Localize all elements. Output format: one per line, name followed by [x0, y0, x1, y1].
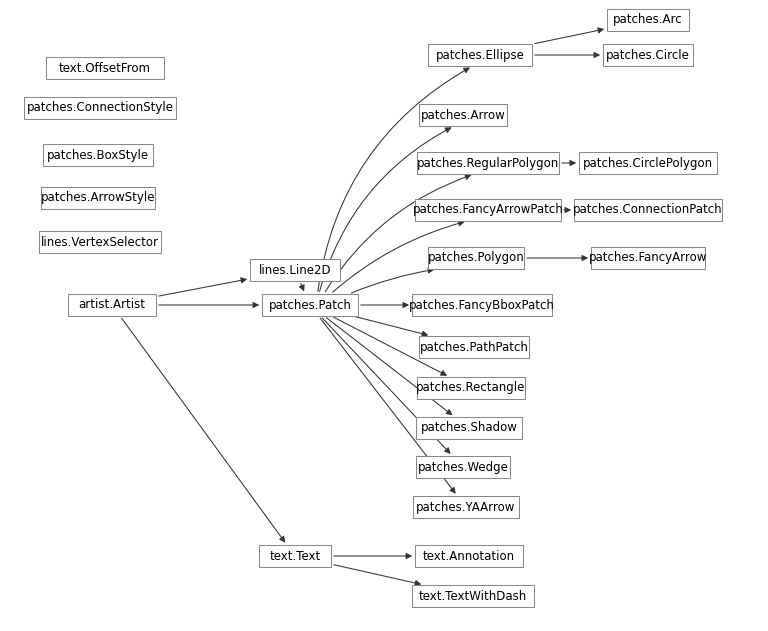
FancyArrowPatch shape [326, 175, 471, 292]
FancyBboxPatch shape [579, 152, 717, 174]
FancyBboxPatch shape [413, 496, 519, 518]
Text: lines.Line2D: lines.Line2D [259, 264, 331, 276]
Text: lines.VertexSelector: lines.VertexSelector [41, 235, 159, 249]
FancyArrowPatch shape [320, 318, 455, 493]
FancyBboxPatch shape [262, 294, 358, 316]
Text: artist.Artist: artist.Artist [78, 298, 145, 312]
FancyBboxPatch shape [417, 152, 559, 174]
Text: text.Annotation: text.Annotation [423, 550, 515, 562]
Text: patches.RegularPolygon: patches.RegularPolygon [417, 156, 559, 170]
FancyArrowPatch shape [564, 208, 570, 213]
Text: patches.ConnectionPatch: patches.ConnectionPatch [573, 204, 723, 216]
FancyArrowPatch shape [323, 318, 450, 453]
FancyArrowPatch shape [334, 317, 446, 375]
FancyArrowPatch shape [527, 256, 587, 261]
Text: patches.FancyBboxPatch: patches.FancyBboxPatch [409, 298, 555, 312]
Text: text.Text: text.Text [270, 550, 320, 562]
Text: patches.CirclePolygon: patches.CirclePolygon [583, 156, 713, 170]
FancyBboxPatch shape [417, 377, 525, 399]
Text: patches.Shadow: patches.Shadow [421, 422, 518, 435]
FancyBboxPatch shape [419, 104, 507, 126]
FancyArrowPatch shape [561, 160, 575, 165]
Text: patches.YAArrow: patches.YAArrow [416, 500, 515, 514]
FancyBboxPatch shape [39, 231, 161, 253]
Text: patches.Wedge: patches.Wedge [418, 461, 508, 473]
FancyBboxPatch shape [416, 456, 510, 478]
FancyBboxPatch shape [412, 294, 552, 316]
Text: patches.ArrowStyle: patches.ArrowStyle [41, 191, 155, 204]
Text: patches.BoxStyle: patches.BoxStyle [47, 148, 149, 162]
Text: text.TextWithDash: text.TextWithDash [419, 589, 527, 603]
Text: patches.Arc: patches.Arc [613, 13, 683, 27]
FancyBboxPatch shape [603, 44, 693, 66]
FancyBboxPatch shape [415, 545, 523, 567]
FancyBboxPatch shape [428, 247, 524, 269]
FancyBboxPatch shape [41, 187, 155, 209]
Text: patches.FancyArrowPatch: patches.FancyArrowPatch [412, 204, 564, 216]
Text: patches.Rectangle: patches.Rectangle [416, 382, 525, 394]
FancyBboxPatch shape [591, 247, 705, 269]
Text: patches.FancyArrow: patches.FancyArrow [589, 252, 707, 264]
FancyBboxPatch shape [68, 294, 156, 316]
FancyArrowPatch shape [535, 28, 603, 44]
Text: patches.Circle: patches.Circle [606, 49, 690, 61]
FancyBboxPatch shape [412, 585, 534, 607]
FancyBboxPatch shape [419, 336, 529, 358]
FancyArrowPatch shape [361, 302, 408, 307]
FancyArrowPatch shape [334, 565, 420, 586]
FancyArrowPatch shape [300, 283, 304, 290]
FancyArrowPatch shape [535, 52, 599, 57]
FancyArrowPatch shape [326, 317, 452, 415]
FancyBboxPatch shape [416, 417, 522, 439]
Text: patches.Patch: patches.Patch [269, 298, 352, 312]
FancyArrowPatch shape [356, 317, 427, 336]
FancyBboxPatch shape [24, 97, 176, 119]
FancyBboxPatch shape [250, 259, 340, 281]
FancyArrowPatch shape [319, 128, 451, 292]
FancyArrowPatch shape [334, 553, 411, 558]
FancyArrowPatch shape [352, 268, 433, 293]
FancyArrowPatch shape [159, 278, 246, 296]
FancyArrowPatch shape [318, 68, 469, 292]
FancyBboxPatch shape [43, 144, 153, 166]
FancyBboxPatch shape [259, 545, 331, 567]
FancyArrowPatch shape [159, 302, 258, 307]
Text: patches.Arrow: patches.Arrow [421, 109, 505, 122]
FancyBboxPatch shape [607, 9, 689, 31]
FancyBboxPatch shape [46, 57, 164, 79]
Text: patches.Polygon: patches.Polygon [428, 252, 525, 264]
Text: patches.Ellipse: patches.Ellipse [435, 49, 525, 61]
Text: text.OffsetFrom: text.OffsetFrom [59, 61, 151, 74]
FancyBboxPatch shape [428, 44, 532, 66]
FancyArrowPatch shape [333, 221, 464, 292]
Text: patches.ConnectionStyle: patches.ConnectionStyle [27, 102, 174, 114]
FancyBboxPatch shape [574, 199, 722, 221]
Text: patches.PathPatch: patches.PathPatch [419, 341, 528, 353]
FancyBboxPatch shape [415, 199, 561, 221]
FancyArrowPatch shape [121, 318, 285, 542]
